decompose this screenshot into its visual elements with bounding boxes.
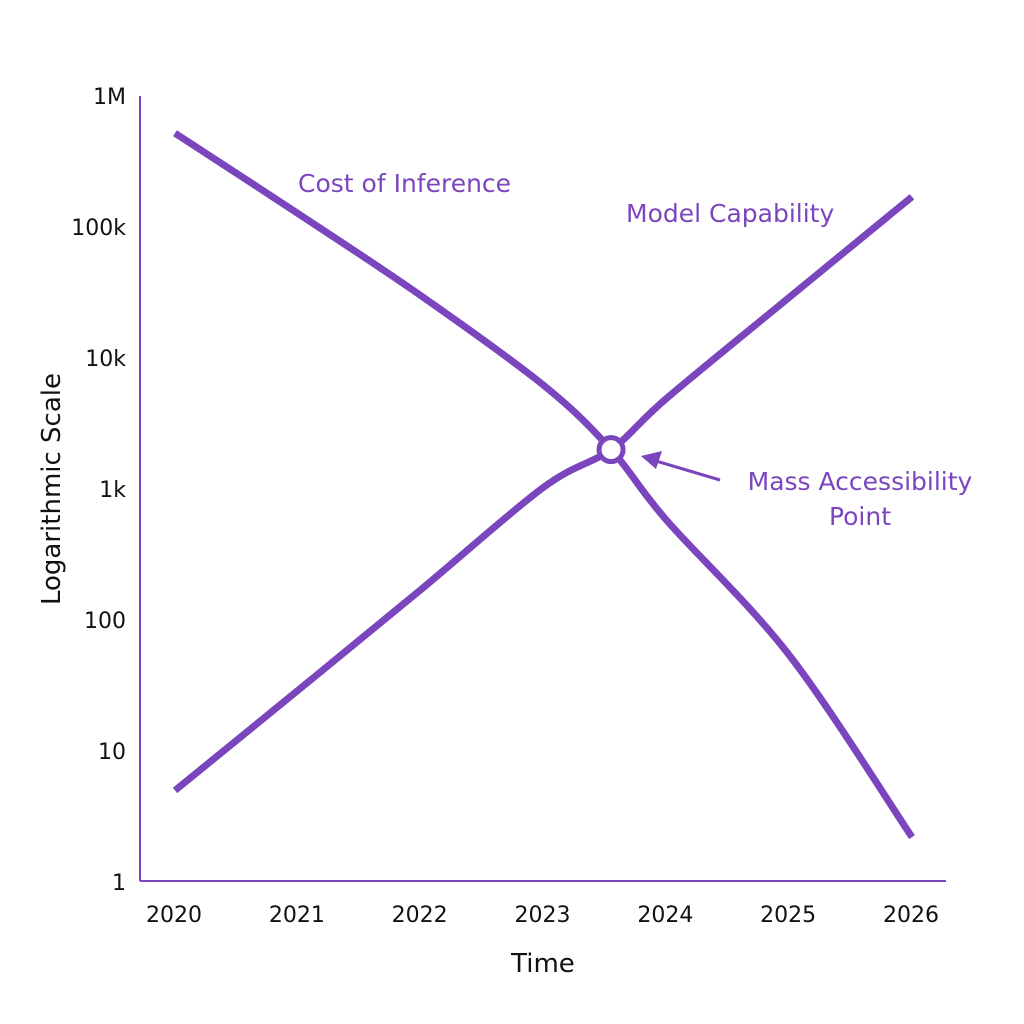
- y-tick-label: 10: [98, 740, 126, 765]
- x-tick-label: 2023: [515, 903, 571, 928]
- series-line-cost: [173, 130, 915, 840]
- y-axis-label: Logarithmic Scale: [37, 373, 67, 605]
- x-tick-label: 2025: [760, 903, 816, 928]
- series-label-cost: Cost of Inference: [298, 169, 511, 198]
- y-tick-label: 100k: [71, 216, 126, 241]
- annotation-marker: [596, 435, 721, 482]
- arrow-head-icon: [641, 451, 662, 469]
- y-tick-label: 1: [112, 871, 126, 896]
- annotation-line-1: Mass Accessibility: [748, 467, 973, 496]
- x-tick-label: 2020: [146, 903, 202, 928]
- intersection-point: [596, 435, 626, 465]
- axes: [139, 96, 946, 882]
- series-label-capability: Model Capability: [626, 199, 834, 228]
- x-tick-label: 2021: [269, 903, 325, 928]
- annotation-arrow-line: [655, 459, 721, 482]
- x-tick-label: 2022: [392, 903, 448, 928]
- tick-labels: 1 10 100 1k 10k 100k 1M 2020 2021 2022 2023 2024 202…: [71, 85, 939, 928]
- x-axis-label: Time: [510, 949, 575, 979]
- series-line-capability: [172, 194, 915, 794]
- y-tick-label: 1M: [93, 85, 126, 110]
- series-lines: [172, 130, 915, 840]
- y-tick-label: 100: [84, 609, 126, 634]
- y-tick-label: 1k: [99, 478, 126, 503]
- x-tick-label: 2024: [637, 903, 693, 928]
- annotation-line-2: Point: [829, 502, 891, 531]
- y-tick-label: 10k: [85, 347, 126, 372]
- x-tick-label: 2026: [883, 903, 939, 928]
